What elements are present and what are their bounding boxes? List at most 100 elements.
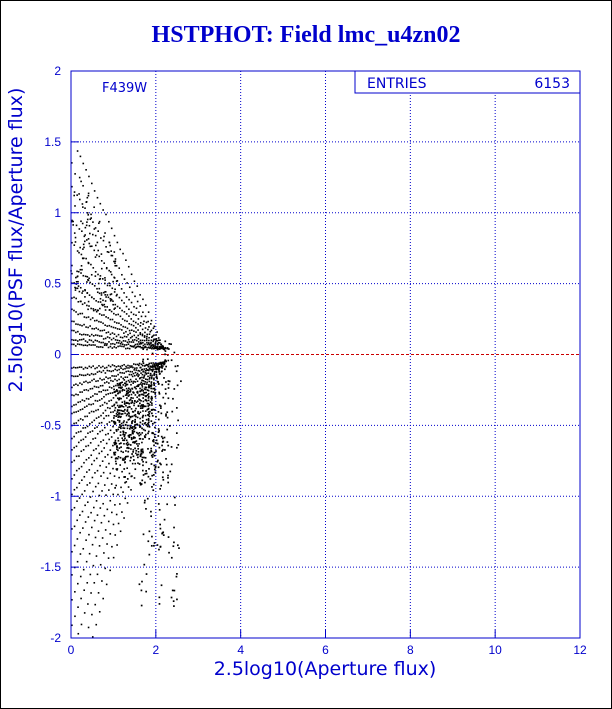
data-point [129,378,132,381]
data-point [119,307,121,309]
data-point [131,410,134,413]
data-point [150,341,152,344]
data-point [133,330,135,332]
data-point [80,338,83,341]
data-point [149,451,151,454]
data-point [119,384,122,387]
data-point [156,348,159,351]
data-point [109,244,111,247]
data-point [111,332,114,334]
data-point [100,450,103,453]
data-point [97,309,99,312]
data-point [108,438,110,441]
data-point [158,392,161,395]
data-point [96,345,98,348]
data-point [103,395,105,398]
data-point [77,393,79,396]
data-point [127,265,130,268]
data-point [86,275,89,278]
data-point [171,410,174,413]
data-point [123,278,126,280]
data-point [148,404,151,406]
data-point [113,409,116,412]
data-point [83,400,86,402]
data-point [109,499,112,502]
data-point [173,496,176,499]
data-point [142,460,144,463]
data-point [119,431,122,433]
data-point [154,367,157,370]
data-point [73,474,76,476]
data-point [151,486,153,488]
data-point [104,529,107,531]
data-point [115,484,117,487]
data-point [156,340,159,342]
data-point [71,219,73,222]
data-point [74,205,76,207]
data-point [92,449,95,452]
data-point [98,222,100,225]
data-point [119,365,122,368]
data-point [110,254,113,257]
data-point [96,573,99,576]
data-point [102,322,104,325]
data-point [159,346,161,348]
data-point [76,275,79,278]
data-point [132,341,135,343]
data-point [150,342,152,345]
data-point [124,457,126,459]
data-point [119,456,122,459]
data-point [145,391,147,394]
data-point [100,253,103,255]
data-point [147,419,150,422]
data-point [120,376,122,378]
data-point [132,324,135,327]
data-point [153,444,155,447]
data-point [129,390,132,392]
data-point [125,313,128,315]
data-point [100,237,102,239]
data-point [114,487,116,489]
data-point [163,518,166,521]
data-point [151,412,153,415]
data-point [137,410,139,413]
data-point [154,341,157,343]
y-axis-label: 2.5log10(PSF flux/Aperture flux) [5,88,27,393]
data-point [140,589,143,592]
data-point [137,432,139,435]
data-point [157,363,160,366]
data-point [123,363,125,366]
data-point [99,377,101,380]
data-point [139,383,142,385]
data-point [120,341,123,344]
data-point [99,297,102,300]
data-point [161,450,163,452]
data-point [143,336,146,338]
data-point [76,519,78,522]
data-point [140,369,143,371]
data-point [139,453,142,456]
data-point [153,377,155,380]
data-point [75,375,77,378]
entries-value: 6153 [534,76,570,92]
data-point [86,425,89,428]
data-point [150,377,153,380]
data-point [128,399,131,402]
data-point [114,504,116,506]
data-point [159,347,162,350]
data-point [128,436,131,439]
data-point [79,531,81,534]
data-point [71,308,73,311]
data-point [118,447,121,449]
data-point [114,442,117,445]
data-point [142,380,145,382]
data-point [158,404,161,407]
data-point [117,333,120,336]
data-point [87,262,90,265]
data-point [129,336,132,339]
data-point [147,365,150,368]
data-point [171,589,174,592]
data-point [126,441,129,444]
data-point [116,457,119,460]
data-point [145,461,148,464]
